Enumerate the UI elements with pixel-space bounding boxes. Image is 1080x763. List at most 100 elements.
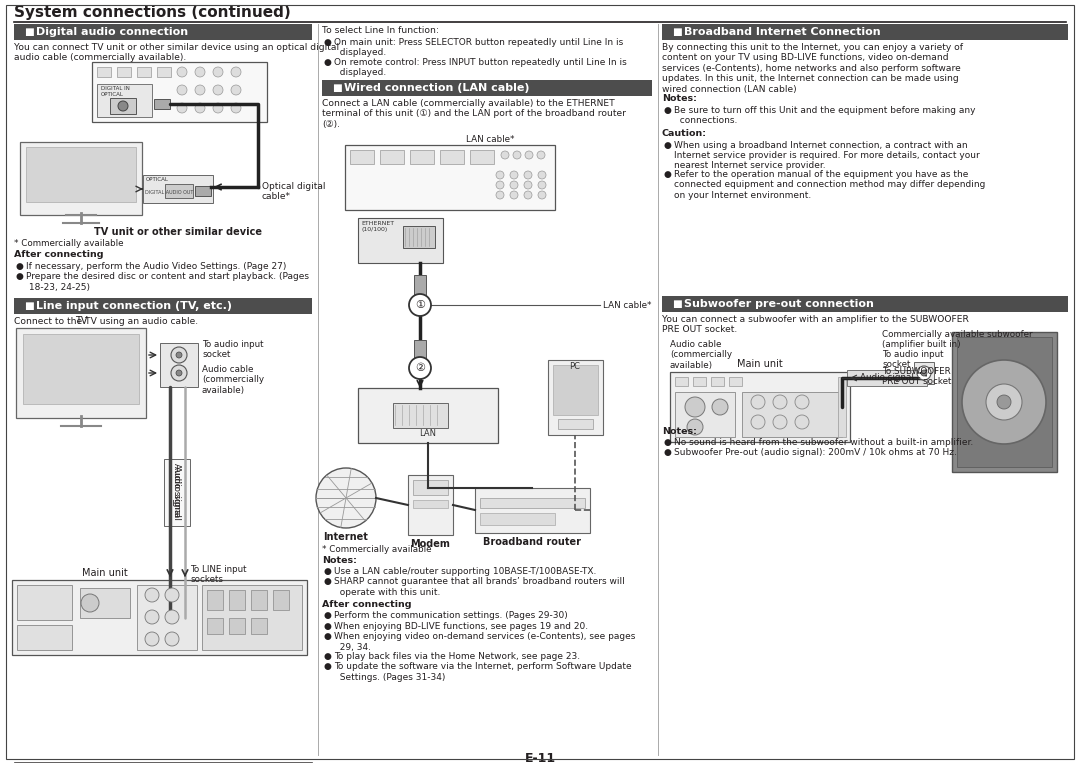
Text: ■: ■ [672, 27, 681, 37]
Circle shape [171, 347, 187, 363]
Bar [21, 142, 141, 215]
Bar [97, 84, 152, 117]
Bar [914, 362, 934, 384]
Bar [110, 98, 136, 114]
Bar [157, 67, 171, 77]
Bar [957, 337, 1052, 467]
Bar [558, 419, 593, 429]
Bar [675, 377, 688, 386]
Bar [80, 588, 130, 618]
Bar [229, 618, 245, 634]
Circle shape [165, 632, 179, 646]
Bar [410, 150, 434, 164]
Bar [847, 370, 927, 386]
Text: PC: PC [569, 362, 581, 371]
Text: Broadband Internet Connection: Broadband Internet Connection [684, 27, 880, 37]
Text: Audio signal: Audio signal [173, 466, 181, 520]
Text: To audio input
socket: To audio input socket [202, 340, 264, 359]
Circle shape [773, 415, 787, 429]
Circle shape [171, 365, 187, 381]
Bar [92, 62, 267, 122]
Bar [408, 475, 453, 535]
Bar [662, 296, 1068, 312]
Bar [403, 226, 435, 248]
Text: To audio input
socket: To audio input socket [882, 350, 944, 369]
Text: Audio signal: Audio signal [860, 374, 914, 382]
Text: ●: ● [664, 170, 672, 179]
Text: When enjoying video on-demand services (e-Contents), see pages
  29, 34.: When enjoying video on-demand services (… [334, 632, 635, 652]
Bar [480, 498, 585, 508]
Text: Audio cable
(commercially
available): Audio cable (commercially available) [202, 365, 264, 394]
Text: * Commercially available: * Commercially available [14, 239, 123, 248]
Circle shape [687, 419, 703, 435]
Circle shape [510, 171, 518, 179]
Bar [97, 67, 111, 77]
Circle shape [538, 181, 546, 189]
Text: When enjoying BD-LIVE functions, see pages 19 and 20.: When enjoying BD-LIVE functions, see pag… [334, 622, 589, 631]
Text: TV: TV [75, 316, 87, 326]
Text: Connect to the TV using an audio cable.: Connect to the TV using an audio cable. [14, 317, 198, 326]
Circle shape [195, 103, 205, 113]
Bar [207, 618, 222, 634]
Bar [137, 585, 197, 650]
Circle shape [316, 468, 376, 528]
Circle shape [176, 352, 183, 358]
Bar [143, 175, 213, 203]
Circle shape [177, 103, 187, 113]
Circle shape [524, 171, 532, 179]
Bar [273, 590, 289, 610]
Text: Digital audio connection: Digital audio connection [36, 27, 188, 37]
Circle shape [231, 85, 241, 95]
Circle shape [231, 67, 241, 77]
Text: Use a LAN cable/router supporting 10BASE-T/100BASE-TX.: Use a LAN cable/router supporting 10BASE… [334, 567, 596, 576]
Circle shape [231, 103, 241, 113]
Text: Notes:: Notes: [662, 94, 697, 103]
Text: Prepare the desired disc or content and start playback. (Pages
 18-23, 24-25): Prepare the desired disc or content and … [26, 272, 309, 291]
Bar [202, 585, 302, 650]
Circle shape [795, 395, 809, 409]
Text: LAN: LAN [419, 429, 436, 438]
Text: ●: ● [16, 262, 24, 271]
Text: Main unit: Main unit [82, 568, 127, 578]
Circle shape [524, 181, 532, 189]
Bar [711, 377, 724, 386]
Circle shape [997, 395, 1011, 409]
Text: Subwoofer Pre-out (audio signal): 200mV / 10k ohms at 70 Hz.: Subwoofer Pre-out (audio signal): 200mV … [674, 449, 957, 458]
Circle shape [962, 360, 1047, 444]
Bar [251, 590, 267, 610]
Bar [951, 332, 1057, 472]
Bar [154, 99, 170, 109]
Bar [742, 392, 842, 437]
Bar [380, 150, 404, 164]
Text: Connect a LAN cable (commercially available) to the ETHERNET
terminal of this un: Connect a LAN cable (commercially availa… [322, 98, 626, 128]
Circle shape [118, 101, 129, 111]
Text: By connecting this unit to the Internet, you can enjoy a variety of
content on y: By connecting this unit to the Internet,… [662, 43, 963, 94]
Text: DIGITAL AUDIO OUT: DIGITAL AUDIO OUT [145, 190, 193, 195]
Text: ①: ① [415, 300, 426, 310]
Text: To LINE input
sockets: To LINE input sockets [190, 565, 246, 584]
Bar [413, 500, 448, 508]
Bar [345, 145, 555, 210]
Text: ■: ■ [24, 27, 33, 37]
Circle shape [795, 415, 809, 429]
Text: TV unit or other similar device: TV unit or other similar device [94, 227, 262, 237]
Text: Notes:: Notes: [662, 427, 697, 436]
Circle shape [145, 632, 159, 646]
Text: Optical digital
cable*: Optical digital cable* [262, 182, 325, 201]
Text: When using a broadband Internet connection, a contract with an
Internet service : When using a broadband Internet connecti… [674, 140, 980, 170]
Text: To select Line In function:: To select Line In function: [322, 26, 438, 35]
Bar [357, 388, 498, 443]
Circle shape [712, 399, 728, 415]
Text: ●: ● [324, 578, 332, 587]
Circle shape [524, 191, 532, 199]
Circle shape [496, 191, 504, 199]
Circle shape [986, 384, 1022, 420]
Text: OPTICAL: OPTICAL [146, 177, 168, 182]
Circle shape [409, 294, 431, 316]
Text: Audio cable
(commercially
available): Audio cable (commercially available) [670, 340, 732, 370]
Bar [553, 365, 598, 415]
Circle shape [510, 181, 518, 189]
Text: Be sure to turn off this Unit and the equipment before making any
  connections.: Be sure to turn off this Unit and the eq… [674, 106, 975, 125]
Text: Internet: Internet [324, 532, 368, 542]
Circle shape [165, 610, 179, 624]
